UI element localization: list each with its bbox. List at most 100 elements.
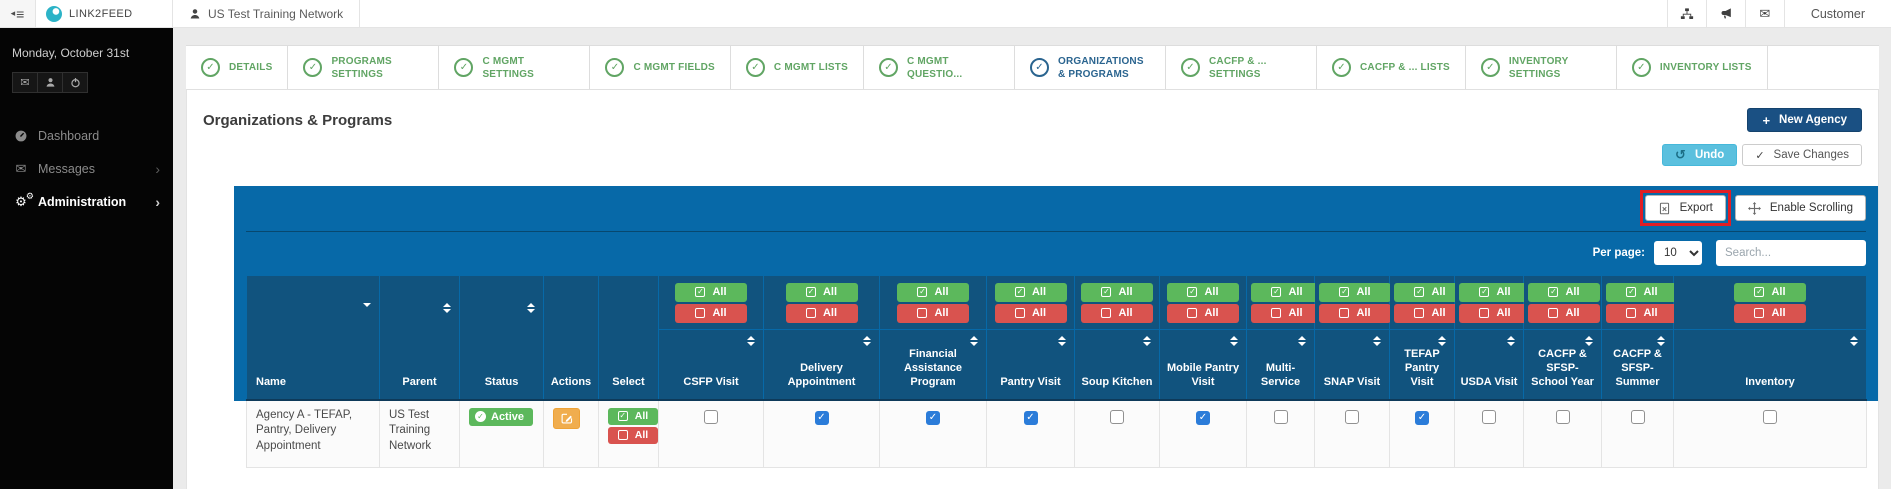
fap-checkbox[interactable]: ✓ <box>926 410 940 425</box>
tab-programs-settings[interactable]: ✓ PROGRAMS SETTINGS <box>288 46 440 89</box>
soup-checkbox[interactable]: ✓ <box>1110 409 1124 424</box>
brand[interactable]: LINK2FEED <box>36 0 173 27</box>
sort-icon <box>1143 336 1151 346</box>
uncheck-all-button[interactable]: All <box>1734 303 1806 323</box>
tab-c-mgmt-lists[interactable]: ✓ C MGMT LISTS <box>731 46 864 89</box>
save-changes-button[interactable]: ✓ Save Changes <box>1742 144 1862 166</box>
sitemap-menu-button[interactable] <box>1666 0 1706 27</box>
tab-inventory-settings[interactable]: ✓ INVENTORY SETTINGS <box>1466 46 1617 89</box>
pantry-checkbox[interactable]: ✓ <box>1023 410 1038 425</box>
checked-box-icon: ✓ <box>1414 287 1425 297</box>
uncheck-all-button[interactable]: All <box>1528 303 1600 323</box>
sidebar-item-messages[interactable]: ✉ Messages › <box>0 152 173 185</box>
edit-button[interactable] <box>553 407 580 429</box>
uncheck-all-button[interactable]: All <box>994 303 1067 323</box>
sidebar-item-dashboard[interactable]: Dashboard <box>0 119 173 152</box>
check-all-button[interactable]: ✓ All <box>1319 282 1391 302</box>
check-circle-icon: ✓ <box>1331 58 1351 77</box>
tab-cacfp-settings[interactable]: ✓ CACFP & ... SETTINGS <box>1166 46 1317 89</box>
new-agency-button[interactable]: + New Agency <box>1747 108 1862 132</box>
mobile-checkbox[interactable]: ✓ <box>1196 410 1210 425</box>
check-all-button[interactable]: ✓ All <box>1394 282 1466 302</box>
per-page-select[interactable]: 10 <box>1654 241 1702 265</box>
inventory-checkbox[interactable]: ✓ <box>1763 409 1777 424</box>
empty-box-icon <box>695 308 706 318</box>
tab-organizations-programs[interactable]: ✓ ORGANIZATIONS & PROGRAMS <box>1015 46 1166 89</box>
tab-cacfp-lists[interactable]: ✓ CACFP & ... LISTS <box>1317 46 1466 89</box>
column-header-usda[interactable]: USDA Visit <box>1454 329 1524 400</box>
sort-icon <box>970 336 978 346</box>
uncheck-all-button[interactable]: All <box>1081 303 1153 323</box>
enable-scrolling-button[interactable]: Enable Scrolling <box>1734 195 1866 221</box>
row-check-all-button[interactable]: ✓ All <box>608 407 658 425</box>
tab-details[interactable]: ✓ DETAILS <box>186 46 289 89</box>
export-button[interactable]: Export <box>1644 195 1726 221</box>
check-all-button[interactable]: ✓ All <box>1081 282 1153 302</box>
usda-checkbox[interactable]: ✓ <box>1482 409 1496 424</box>
sidebar-date: Monday, October 31st <box>12 46 130 60</box>
uncheck-all-button[interactable]: All <box>1251 303 1323 323</box>
check-all-button[interactable]: ✓ All <box>897 282 969 302</box>
check-all-button[interactable]: ✓ All <box>785 282 858 302</box>
uncheck-all-button[interactable]: All <box>1167 303 1239 323</box>
tefap-checkbox[interactable]: ✓ <box>1415 410 1429 425</box>
cacfp-summer-checkbox[interactable]: ✓ <box>1630 409 1645 424</box>
column-header-status[interactable]: Status <box>459 275 544 400</box>
search-input[interactable] <box>1716 240 1866 266</box>
column-header-pantry[interactable]: Pantry Visit <box>986 329 1075 400</box>
check-all-button[interactable]: ✓ All <box>1167 282 1239 302</box>
profile-quick-button[interactable] <box>37 72 63 93</box>
check-all-button[interactable]: ✓ All <box>675 282 747 302</box>
uncheck-all-button[interactable]: All <box>785 303 858 323</box>
column-header-tefap[interactable]: TEFAP Pantry Visit <box>1389 329 1455 400</box>
messages-button[interactable]: ✉ <box>1744 0 1784 27</box>
csfp-checkbox[interactable]: ✓ <box>704 409 718 424</box>
tab-c-mgmt-fields[interactable]: ✓ C MGMT FIELDS <box>590 46 731 89</box>
uncheck-all-button[interactable]: All <box>1319 303 1391 323</box>
check-all-button[interactable]: ✓ All <box>1251 282 1323 302</box>
column-header-name[interactable]: Name <box>246 275 380 400</box>
delivery-checkbox[interactable]: ✓ <box>814 410 829 425</box>
tab-c-mgmt-questions[interactable]: ✓ C MGMT QUESTIO... <box>864 46 1015 89</box>
multi-checkbox[interactable]: ✓ <box>1273 409 1288 424</box>
messages-quick-button[interactable]: ✉ <box>12 72 38 93</box>
uncheck-all-button[interactable]: All <box>1606 303 1678 323</box>
column-header-csfp[interactable]: CSFP Visit <box>658 329 764 400</box>
column-header-multi[interactable]: Multi-Service <box>1246 329 1315 400</box>
uncheck-all-button[interactable]: All <box>897 303 969 323</box>
check-all-button[interactable]: ✓ All <box>1734 282 1806 302</box>
uncheck-all-button[interactable]: All <box>1394 303 1466 323</box>
fap-select-all-cell: ✓ All All <box>879 275 987 330</box>
check-all-button[interactable]: ✓ All <box>1606 282 1678 302</box>
uncheck-all-button[interactable]: All <box>1459 303 1531 323</box>
column-header-soup[interactable]: Soup Kitchen <box>1074 329 1160 400</box>
tab-inventory-lists[interactable]: ✓ INVENTORY LISTS <box>1617 46 1768 89</box>
column-header-delivery[interactable]: Delivery Appointment <box>763 329 880 400</box>
envelope-icon: ✉ <box>1759 5 1771 21</box>
column-header-fap[interactable]: Financial Assistance Program <box>879 329 987 400</box>
announcements-button[interactable] <box>1705 0 1745 27</box>
column-header-cacfp-sy[interactable]: CACFP & SFSP-School Year <box>1523 329 1602 400</box>
check-all-button[interactable]: ✓ All <box>1459 282 1531 302</box>
check-all-button[interactable]: ✓ All <box>994 282 1067 302</box>
logout-quick-button[interactable] <box>62 72 88 93</box>
sort-icon <box>863 336 871 346</box>
column-header-inventory[interactable]: Inventory <box>1673 329 1867 400</box>
column-header-parent[interactable]: Parent <box>379 275 460 400</box>
network-menu[interactable]: US Test Training Network <box>173 0 361 27</box>
column-header-snap[interactable]: SNAP Visit <box>1314 329 1390 400</box>
column-header-mobile[interactable]: Mobile Pantry Visit <box>1159 329 1247 400</box>
undo-button[interactable]: ↺ Undo <box>1662 144 1738 166</box>
column-header-cacfp-summer[interactable]: CACFP & SFSP-Summer <box>1601 329 1674 400</box>
check-all-button[interactable]: ✓ All <box>1528 282 1600 302</box>
row-uncheck-all-button[interactable]: All <box>608 426 658 444</box>
plus-icon: + <box>1762 112 1771 128</box>
user-menu[interactable]: Customer <box>1783 0 1891 27</box>
sidebar-collapse-button[interactable]: ◂ ≡ <box>0 0 36 27</box>
snap-checkbox[interactable]: ✓ <box>1345 409 1359 424</box>
tab-c-mgmt-settings[interactable]: ✓ C MGMT SETTINGS <box>439 46 591 89</box>
uncheck-all-button[interactable]: All <box>675 303 747 323</box>
check-circle-icon: ✓ <box>303 58 323 77</box>
sidebar-item-administration[interactable]: ⚙ ⚙ Administration › <box>0 185 173 218</box>
cacfp-sy-checkbox[interactable]: ✓ <box>1555 409 1570 424</box>
